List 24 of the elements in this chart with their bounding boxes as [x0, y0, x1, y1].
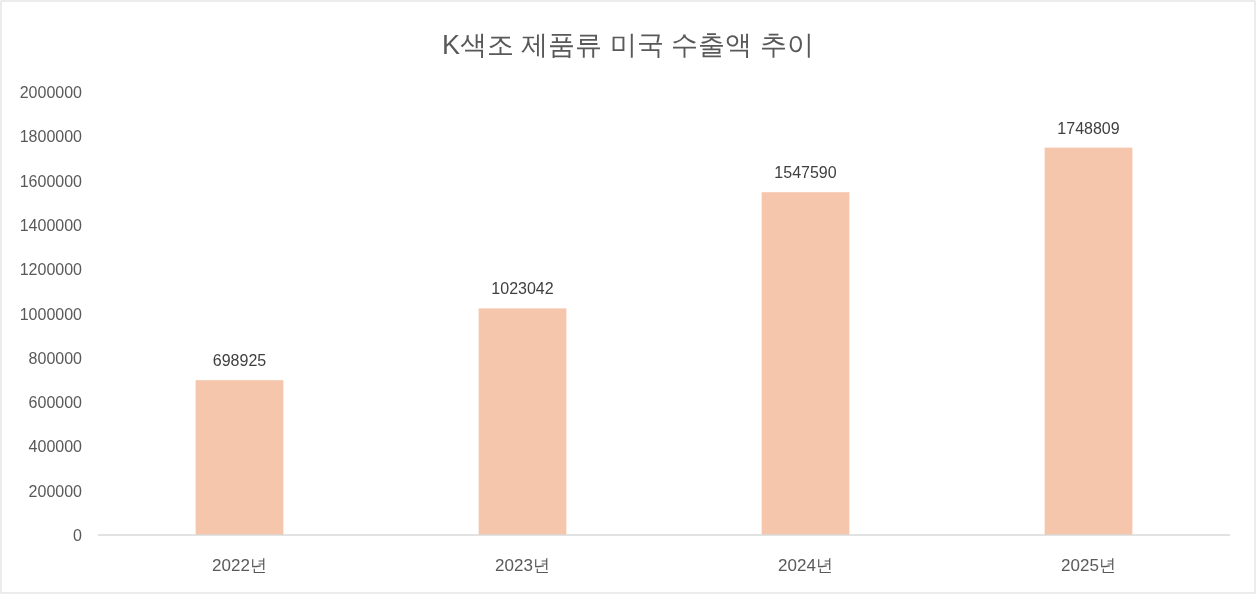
x-tick-label: 2023년 — [495, 556, 550, 575]
y-tick-label: 1600000 — [19, 172, 83, 190]
y-tick-label: 600000 — [28, 394, 83, 412]
data-label: 698925 — [212, 352, 267, 370]
x-tick-label: 2022년 — [212, 556, 267, 575]
y-tick-label: 1200000 — [19, 261, 83, 279]
bar — [195, 380, 284, 535]
x-tick-label: 2024년 — [778, 556, 833, 575]
bar — [761, 192, 850, 535]
y-tick-label: 1000000 — [19, 305, 83, 323]
bar — [478, 308, 567, 535]
y-tick-label: 0 — [73, 527, 83, 544]
data-label: 1748809 — [1057, 119, 1120, 137]
x-tick-label: 2025년 — [1061, 556, 1116, 575]
y-tick-label: 1400000 — [19, 216, 83, 234]
bar — [1044, 147, 1133, 535]
y-tick-label: 1800000 — [19, 128, 83, 146]
chart-title: K색조 제품류 미국 수출액 추이 — [441, 30, 815, 60]
y-tick-label: 200000 — [28, 482, 83, 500]
y-tick-label: 800000 — [28, 349, 83, 367]
y-tick-label: 2000000 — [19, 84, 83, 101]
data-label: 1023042 — [491, 280, 554, 298]
y-tick-label: 400000 — [28, 438, 83, 456]
data-label: 1547590 — [774, 164, 837, 182]
